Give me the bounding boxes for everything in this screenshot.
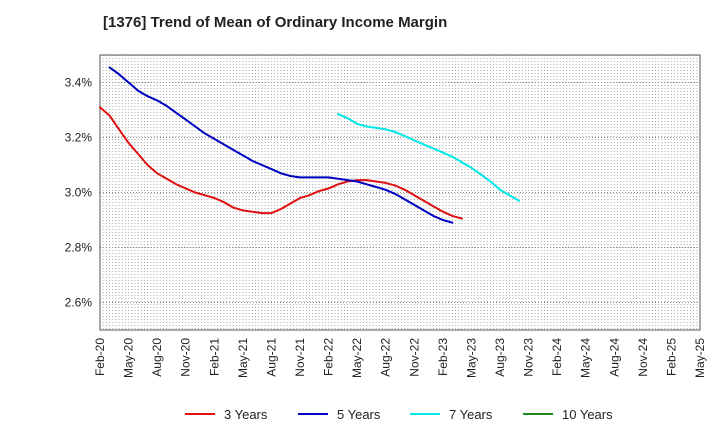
- x-tick-label: Aug-20: [150, 338, 164, 377]
- x-tick-label: Aug-24: [607, 338, 621, 377]
- x-tick-label: Feb-20: [93, 338, 107, 376]
- x-tick-label: Nov-24: [636, 338, 650, 377]
- x-tick-label: Feb-21: [207, 338, 221, 376]
- x-tick-label: Feb-23: [436, 338, 450, 376]
- series-line-3-years: [99, 106, 463, 220]
- x-tick-label: Feb-22: [322, 338, 336, 376]
- legend-label: 3 Years: [224, 407, 268, 422]
- legend-label: 10 Years: [562, 407, 613, 422]
- x-tick-label: May-22: [350, 338, 364, 378]
- x-tick-label: Aug-22: [379, 338, 393, 377]
- y-tick-label: 2.6%: [65, 296, 93, 310]
- legend-label: 5 Years: [337, 407, 381, 422]
- x-tick-label: May-24: [579, 338, 593, 378]
- x-tick-label: May-20: [122, 338, 136, 378]
- x-tick-label: Nov-23: [522, 338, 536, 377]
- legend-label: 7 Years: [449, 407, 493, 422]
- vertical-gridlines: [102, 55, 698, 330]
- series-line-7-years: [337, 113, 520, 202]
- y-tick-label: 3.4%: [65, 76, 93, 90]
- x-tick-label: Aug-21: [264, 338, 278, 377]
- x-tick-label: May-23: [464, 338, 478, 378]
- legend: 3 Years 5 Years 7 Years 10 Years: [185, 407, 613, 422]
- x-tick-label: May-25: [693, 338, 707, 378]
- y-tick-label: 2.8%: [65, 241, 93, 255]
- chart-title: [1376] Trend of Mean of Ordinary Income …: [103, 14, 448, 31]
- x-tick-label: May-21: [236, 338, 250, 378]
- series-line-5-years: [108, 66, 454, 224]
- x-tick-label: Aug-23: [493, 338, 507, 377]
- x-tick-label: Feb-24: [550, 338, 564, 376]
- y-tick-label: 3.0%: [65, 186, 93, 200]
- horizontal-gridlines: [100, 82, 700, 303]
- x-tick-label: Nov-21: [293, 338, 307, 377]
- y-tick-label: 3.2%: [65, 131, 93, 145]
- x-tick-label: Feb-25: [664, 338, 678, 376]
- plot-border: [99, 54, 701, 331]
- x-tick-label: Nov-22: [407, 338, 421, 377]
- x-tick-label: Nov-20: [179, 338, 193, 377]
